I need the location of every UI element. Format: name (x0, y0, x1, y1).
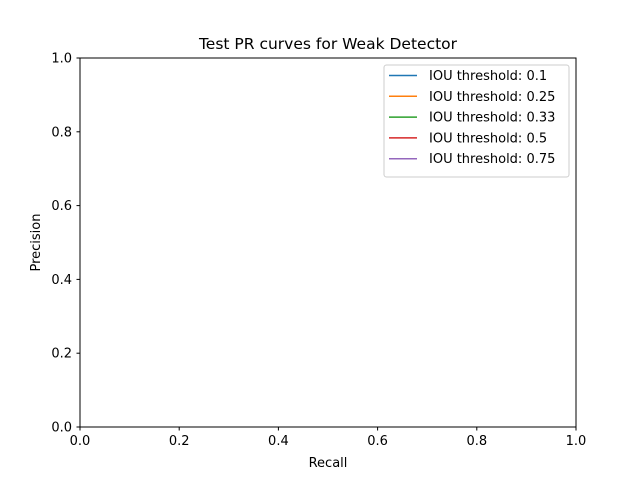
axes-layer: 0.0 0.2 0.4 0.6 0.8 1.0 0.0 0.2 0.4 0.6 0.8 1.0 (51, 52, 586, 450)
x-tick-label: 0.4 (268, 434, 289, 449)
legend-label-0: IOU threshold: 0.1 (429, 69, 547, 84)
legend-label-3: IOU threshold: 0.5 (429, 131, 547, 146)
y-tick-label: 0.4 (51, 273, 72, 288)
chart-title: Test PR curves for Weak Detector (198, 35, 458, 53)
y-tick-label: 0.8 (51, 125, 72, 140)
x-tick-label: 0.2 (169, 434, 190, 449)
y-tick-label: 1.0 (51, 52, 72, 67)
x-axis-label: Recall (309, 456, 348, 471)
legend-label-2: IOU threshold: 0.33 (429, 111, 555, 126)
y-tick-label: 0.2 (51, 347, 72, 362)
y-tick-label: 0.6 (51, 199, 72, 214)
y-tick-label: 0.0 (51, 421, 72, 436)
y-axis-label: Precision (29, 213, 44, 271)
legend: IOU threshold: 0.1 IOU threshold: 0.25 IOU… (383, 64, 570, 178)
x-tick-label: 1.0 (566, 434, 587, 449)
x-tick-label: 0.8 (466, 434, 487, 449)
legend-label-4: IOU threshold: 0.75 (429, 152, 555, 167)
legend-label-1: IOU threshold: 0.25 (429, 90, 555, 105)
x-tick-label: 0.0 (70, 434, 91, 449)
x-tick-label: 0.6 (367, 434, 388, 449)
axes-frame (79, 57, 577, 428)
legend-box (383, 64, 570, 178)
